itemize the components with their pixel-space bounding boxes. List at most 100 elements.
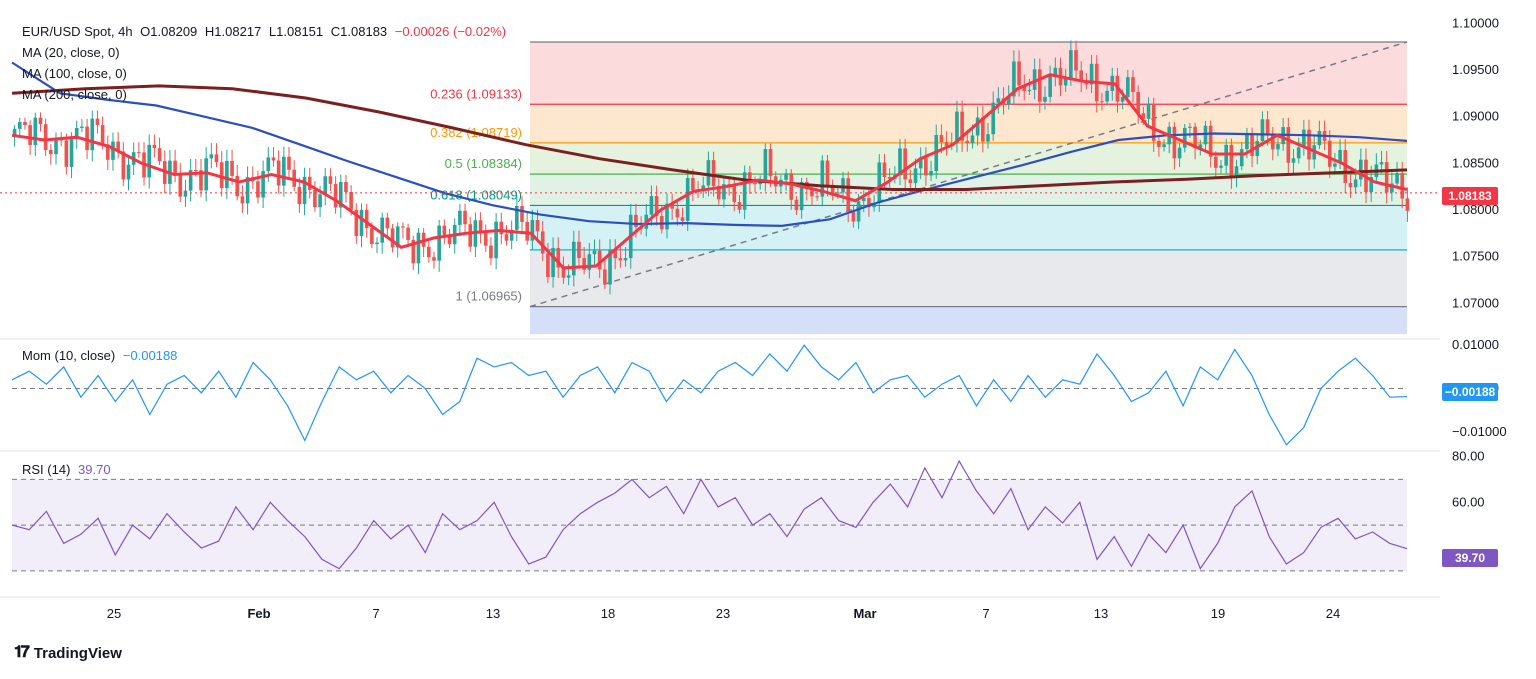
ohlc-close: C1.08183 [330, 24, 388, 39]
candle-body [1172, 126, 1177, 159]
candle-body [898, 148, 902, 176]
mom-label: Mom (10, close) [22, 348, 116, 363]
candle-body [525, 221, 530, 241]
candle-body [349, 192, 353, 210]
candle-body [680, 217, 685, 221]
candle-body [463, 210, 467, 225]
candle-body [908, 179, 913, 184]
candle-body [359, 209, 364, 237]
candle-body [214, 154, 219, 163]
candle-body [318, 194, 322, 208]
rsi-label: RSI (14) [22, 462, 71, 477]
ma200-legend[interactable]: MA (200, close, 0) [22, 87, 127, 102]
candle-body [1053, 67, 1058, 76]
ma20-line [11, 73, 1408, 270]
candle-body [395, 226, 400, 248]
ma20-legend[interactable]: MA (20, close, 0) [22, 45, 120, 60]
candle-body [1022, 85, 1027, 92]
candle-body [830, 185, 835, 193]
candle-body [1296, 147, 1301, 159]
candle-body [380, 217, 385, 243]
candle-body [240, 196, 245, 204]
candle-body [137, 152, 141, 154]
candle-body [178, 174, 183, 197]
candle-body [587, 254, 592, 270]
candle-body [1219, 165, 1223, 168]
symbol-legend: EUR/USD Spot, 4h O1.08209 H1.08217 L1.08… [22, 24, 510, 39]
candle-body [1048, 75, 1052, 97]
candle-body [758, 181, 763, 185]
candle-body [763, 149, 768, 182]
candle-body [499, 221, 504, 235]
candle-body [861, 197, 866, 202]
y-tick-label: 1.10000 [1452, 15, 1499, 30]
candle-body [478, 220, 483, 233]
candle-body [1348, 183, 1353, 188]
candle-body [411, 239, 416, 264]
candle-body [1027, 89, 1032, 92]
candle-body [929, 171, 933, 176]
candle-body [328, 176, 333, 184]
candle-body [1151, 103, 1156, 141]
fib-trend-line [529, 41, 1408, 308]
candle-body [458, 210, 462, 225]
mom-legend[interactable]: Mom (10, close) −0.00188 [22, 348, 181, 363]
y-tick-label: 1.08500 [1452, 155, 1499, 170]
y-tick-label: 1.09500 [1452, 62, 1499, 77]
tradingview-logo[interactable]: 𝟏𝟕 TradingView [14, 644, 122, 662]
fib-level-label: 1 (1.06965) [456, 289, 523, 304]
mom-value: −0.00188 [122, 348, 178, 363]
candle-body [54, 138, 58, 155]
candle-body [535, 220, 540, 232]
candle-body [1327, 140, 1332, 167]
candle-body [520, 205, 524, 222]
candle-body [173, 160, 177, 175]
candle-body [287, 156, 291, 170]
candle-body [768, 149, 773, 177]
candle-body [918, 157, 923, 169]
candle-body [799, 181, 804, 211]
candle-body [364, 209, 369, 229]
candle-body [432, 257, 436, 261]
candle-body [261, 171, 265, 198]
candle-body [597, 250, 602, 270]
candle-body [271, 157, 276, 161]
candle-body [307, 176, 312, 190]
candle-body [815, 196, 819, 198]
x-tick-label: Mar [853, 606, 876, 621]
candle-body [1307, 129, 1311, 160]
candle-body [913, 168, 918, 184]
candle-body [960, 111, 964, 141]
candle-body [618, 258, 623, 261]
candle-body [877, 162, 882, 204]
candle-body [1182, 127, 1187, 148]
candle-body [147, 144, 152, 178]
candle-body [157, 148, 162, 162]
fib-level-label: 0.5 (1.08384) [445, 156, 522, 171]
candle-body [416, 232, 421, 264]
candle-body [483, 232, 488, 246]
candle-body [1162, 144, 1166, 148]
candle-body [1302, 129, 1306, 148]
rsi-line [11, 459, 1408, 570]
candle-body [282, 156, 286, 186]
candle-body [846, 178, 851, 212]
candle-body [1131, 77, 1135, 93]
candle-body [256, 181, 260, 198]
candle-body [33, 117, 38, 146]
rsi-tick-label: 80.00 [1452, 449, 1485, 464]
rsi-legend[interactable]: RSI (14) 39.70 [22, 462, 115, 477]
ma100-line [11, 61, 1408, 228]
x-tick-label: 23 [716, 606, 730, 621]
ma100-legend[interactable]: MA (100, close, 0) [22, 66, 127, 81]
candle-body [85, 126, 89, 151]
candle-body [566, 275, 571, 278]
candle-body [675, 208, 680, 218]
candle-body [955, 111, 959, 144]
candle-body [442, 225, 447, 236]
candle-body [556, 248, 561, 268]
rsi-value-tag: 39.70 [1442, 549, 1498, 567]
candle-body [546, 253, 550, 278]
